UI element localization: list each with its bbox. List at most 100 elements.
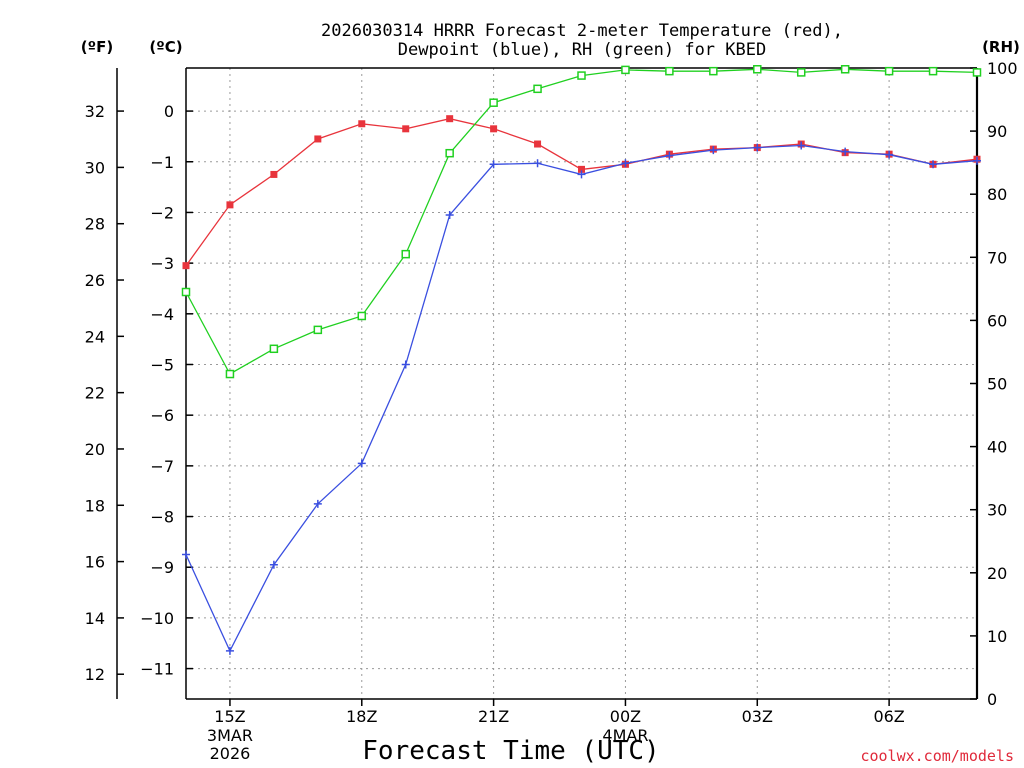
- x-axis-title: Forecast Time (UTC): [362, 736, 659, 766]
- dewpoint-point: [797, 141, 806, 150]
- temperature-point: [182, 262, 190, 270]
- celsius-tick-label: −10: [140, 609, 174, 628]
- dewpoint-point: [885, 150, 894, 159]
- dewpoint-point: [445, 210, 454, 219]
- celsius-tick-label: −2: [150, 203, 174, 222]
- fahrenheit-tick-label: 28: [85, 215, 105, 234]
- rh-tick-label: 80: [987, 185, 1007, 204]
- rh-tick-label: 0: [987, 690, 997, 709]
- temperature-line: [185, 118, 978, 267]
- celsius-tick-label: −7: [150, 457, 174, 476]
- fahrenheit-tick-label: 26: [85, 271, 105, 290]
- dewpoint-point: [489, 160, 498, 169]
- temperature-point: [270, 170, 278, 178]
- celsius-tick-label: −4: [150, 305, 174, 324]
- rh-line: [185, 68, 978, 375]
- rh-tick-label: 60: [987, 311, 1007, 330]
- x-tick-label: 15Z: [214, 707, 245, 726]
- rh-point: [533, 84, 542, 94]
- rh-point: [928, 66, 938, 76]
- rh-point: [445, 148, 454, 158]
- rh-point: [709, 66, 718, 76]
- rh-tick-label: 30: [987, 501, 1007, 520]
- rh-point: [796, 68, 806, 77]
- celsius-tick-label: −11: [140, 660, 174, 679]
- rh-point: [840, 65, 850, 74]
- rh-point: [225, 369, 235, 379]
- temperature-point: [534, 140, 542, 148]
- x-tick-date: 4MAR: [602, 726, 648, 745]
- dewpoint-point: [753, 143, 762, 152]
- dewpoint-point: [709, 146, 718, 155]
- dewpoint-point: [269, 560, 278, 569]
- dewpoint-point: [973, 156, 981, 165]
- rh-point: [577, 71, 586, 80]
- title-line-2: Dewpoint (blue), RH (green) for KBED: [398, 40, 766, 60]
- dewpoint-point: [929, 160, 938, 169]
- dewpoint-point: [533, 159, 542, 168]
- x-tick-label: 21Z: [478, 707, 509, 726]
- rh-point: [665, 66, 674, 76]
- unit-rh: (RH): [982, 38, 1020, 56]
- x-tick-year: 2026: [210, 744, 251, 763]
- temperature-point: [226, 201, 234, 209]
- rh-tick-label: 10: [987, 627, 1007, 646]
- dewpoint-point: [577, 170, 586, 179]
- celsius-tick-label: 0: [164, 102, 174, 121]
- temperature-point: [358, 120, 366, 128]
- temperature-point: [402, 125, 410, 133]
- fahrenheit-tick-label: 30: [85, 158, 105, 177]
- celsius-tick-label: −9: [150, 558, 174, 577]
- rh-point: [972, 68, 982, 77]
- dewpoint-point: [401, 360, 410, 369]
- unit-celsius: (ºC): [149, 38, 182, 56]
- dewpoint-point: [182, 550, 190, 559]
- x-tick-label: 03Z: [742, 707, 773, 726]
- fahrenheit-tick-label: 22: [85, 384, 105, 403]
- title-line-1: 2026030314 HRRR Forecast 2-meter Tempera…: [321, 21, 843, 41]
- rh-tick-label: 70: [987, 248, 1007, 267]
- celsius-tick-label: −8: [150, 508, 174, 527]
- rh-point: [489, 98, 498, 107]
- rh-point: [313, 325, 323, 335]
- fahrenheit-tick-label: 14: [85, 609, 105, 628]
- fahrenheit-tick-label: 32: [85, 102, 105, 121]
- rh-tick-label: 40: [987, 438, 1007, 457]
- credit-label: coolwx.com/models: [860, 747, 1014, 765]
- fahrenheit-tick-label: 12: [85, 665, 105, 684]
- x-tick-label: 06Z: [873, 707, 904, 726]
- unit-fahrenheit: (ºF): [81, 38, 113, 56]
- gridlines: [186, 68, 977, 699]
- x-tick-date: 3MAR: [207, 726, 253, 745]
- rh-point: [753, 65, 762, 74]
- rh-point: [181, 287, 191, 297]
- dewpoint-point: [621, 159, 630, 168]
- rh-tick-label: 20: [987, 564, 1007, 583]
- temperature-point: [446, 115, 454, 123]
- rh-tick-label: 90: [987, 122, 1007, 141]
- fahrenheit-tick-label: 16: [85, 553, 105, 572]
- rh-point: [269, 344, 279, 354]
- dewpoint-line: [185, 144, 978, 653]
- temperature-point: [578, 165, 585, 173]
- rh-point: [357, 311, 367, 321]
- dewpoint-point: [225, 646, 234, 655]
- fahrenheit-tick-label: 24: [85, 327, 105, 346]
- fahrenheit-tick-label: 18: [85, 496, 105, 515]
- celsius-tick-label: −3: [150, 254, 174, 273]
- dewpoint-point: [357, 459, 366, 468]
- fahrenheit-tick-label: 20: [85, 440, 105, 459]
- temperature-point: [490, 125, 498, 133]
- x-tick-label: 00Z: [610, 707, 641, 726]
- rh-point: [401, 249, 410, 259]
- rh-tick-label: 50: [987, 375, 1007, 394]
- celsius-tick-label: −6: [150, 406, 174, 425]
- dewpoint-point: [313, 499, 322, 508]
- celsius-tick-label: −1: [150, 153, 174, 172]
- rh-tick-label: 100: [987, 59, 1018, 78]
- dewpoint-point: [665, 151, 674, 160]
- celsius-tick-label: −5: [150, 355, 174, 374]
- dewpoint-point: [841, 147, 850, 156]
